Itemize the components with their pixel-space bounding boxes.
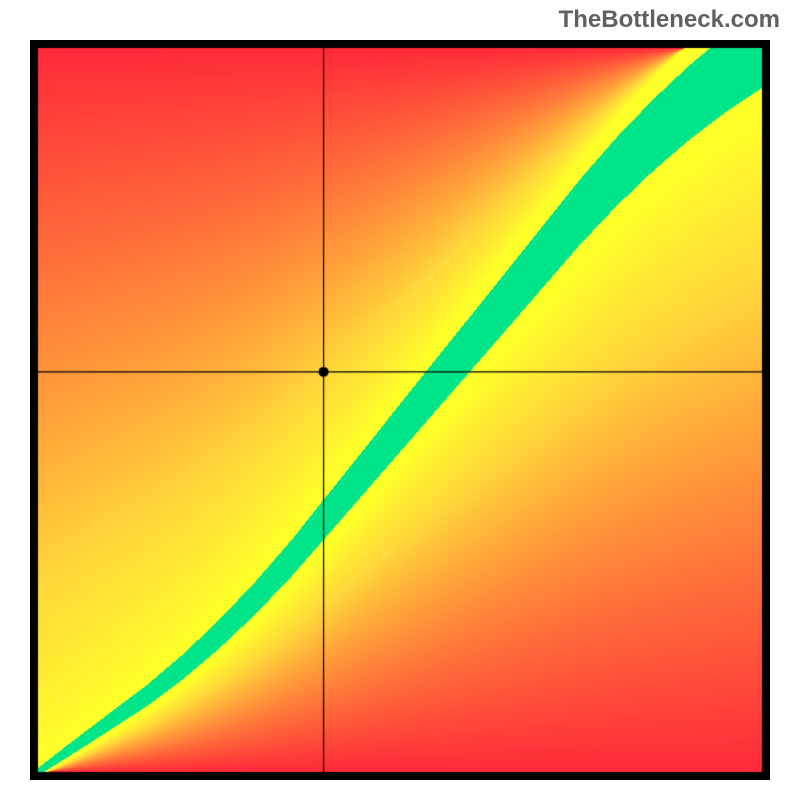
watermark-text: TheBottleneck.com: [559, 6, 780, 34]
chart-container: TheBottleneck.com: [0, 0, 800, 800]
chart-frame: [30, 40, 770, 780]
heatmap-canvas: [30, 40, 770, 780]
